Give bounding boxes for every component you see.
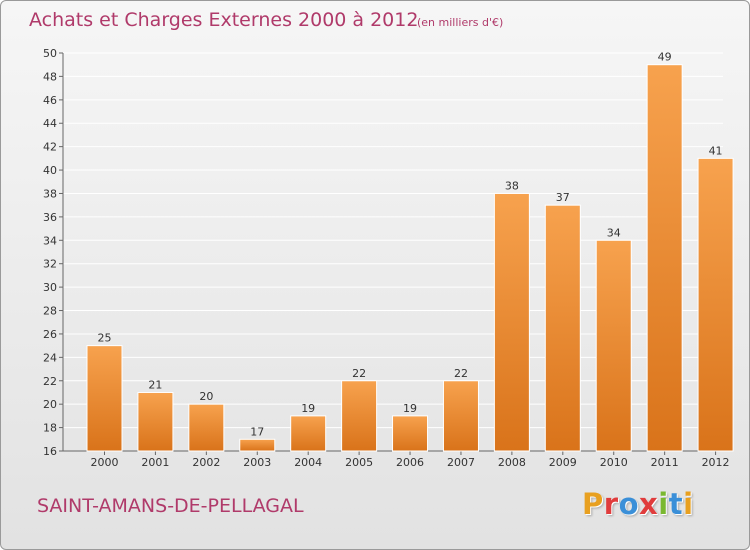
x-tick-label: 2006	[396, 456, 424, 469]
x-tick-label: 2004	[294, 456, 322, 469]
bar-value-label: 25	[98, 332, 112, 345]
chart-unit: (en milliers d'€)	[417, 16, 504, 29]
y-tick-label: 26	[43, 328, 57, 341]
y-tick-label: 28	[43, 305, 57, 318]
y-tick-label: 16	[43, 445, 57, 458]
bar-value-label: 19	[301, 402, 315, 415]
y-tick-labels: 16 18 20 22 24 26 28 30 32 34 36 38 40 42 44 46 48 50	[43, 47, 57, 458]
logo-letter: x	[639, 487, 659, 521]
logo-letter: r	[603, 487, 619, 521]
bar-value-label: 22	[352, 367, 366, 380]
bar-value-label: 21	[148, 378, 162, 391]
y-tick-label: 18	[43, 422, 57, 435]
bar-value-label: 19	[403, 402, 417, 415]
bar-value-label: 37	[556, 191, 570, 204]
logo-letter: o	[618, 487, 640, 521]
bar-value-label: 34	[607, 226, 621, 239]
bar-value-labels: 25 21 20 17 19 22 19 22 38 37 34 49 41	[98, 51, 723, 439]
commune-name: SAINT-AMANS-DE-PELLAGAL	[37, 495, 304, 517]
chart-title: Achats et Charges Externes 2000 à 2012	[29, 9, 419, 31]
y-tick-label: 22	[43, 375, 57, 388]
x-tick-label: 2012	[702, 456, 730, 469]
bar-2010	[595, 239, 632, 452]
logo-letter: P	[582, 487, 604, 521]
y-tick-label: 50	[43, 47, 57, 60]
bar-2005	[341, 380, 378, 452]
bar-2000	[86, 345, 123, 452]
y-tick-label: 36	[43, 211, 57, 224]
logo-letter: i	[658, 487, 669, 521]
y-tick-label: 38	[43, 187, 57, 200]
bar-value-label: 41	[709, 144, 723, 157]
y-tick-label: 42	[43, 141, 57, 154]
bar-value-label: 22	[454, 367, 468, 380]
proxiti-logo: Proxiti	[582, 487, 694, 521]
bar-2006	[392, 415, 429, 452]
bar-2008	[493, 192, 530, 452]
bar-2002	[188, 403, 225, 452]
x-tick-label: 2003	[243, 456, 271, 469]
x-tick-label: 2001	[141, 456, 169, 469]
bar-value-label: 49	[658, 51, 672, 64]
x-tick-label: 2009	[549, 456, 577, 469]
bar-2007	[442, 380, 479, 452]
y-tick-label: 34	[43, 234, 57, 247]
y-tick-label: 44	[43, 117, 57, 130]
y-tick-label: 40	[43, 164, 57, 177]
x-tick-label: 2005	[345, 456, 373, 469]
y-tick-label: 32	[43, 258, 57, 271]
x-tick-labels: 2000 2001 2002 2003 2004 2005 2006 2007 2008 2009…	[91, 456, 730, 469]
x-tick-label: 2008	[498, 456, 526, 469]
bar-2004	[290, 415, 327, 452]
y-tick-label: 48	[43, 70, 57, 83]
bar-2003	[239, 438, 276, 452]
bar-value-label: 17	[250, 425, 264, 438]
bar-2011	[646, 64, 683, 452]
x-tick-label: 2007	[447, 456, 475, 469]
x-tick-label: 2011	[651, 456, 679, 469]
x-tick-label: 2000	[91, 456, 119, 469]
logo-letter: t	[668, 487, 684, 521]
bar-value-label: 38	[505, 179, 519, 192]
bar-2001	[137, 391, 174, 452]
bars	[86, 64, 734, 452]
bar-value-label: 20	[199, 390, 213, 403]
y-tick-label: 20	[43, 398, 57, 411]
bar-2009	[544, 204, 581, 452]
y-tick-label: 24	[43, 351, 57, 364]
y-tick-label: 46	[43, 94, 57, 107]
logo-letter: i	[683, 487, 694, 521]
x-tick-label: 2010	[600, 456, 628, 469]
bar-2012	[697, 157, 734, 452]
x-tick-label: 2002	[192, 456, 220, 469]
y-tick-label: 30	[43, 281, 57, 294]
